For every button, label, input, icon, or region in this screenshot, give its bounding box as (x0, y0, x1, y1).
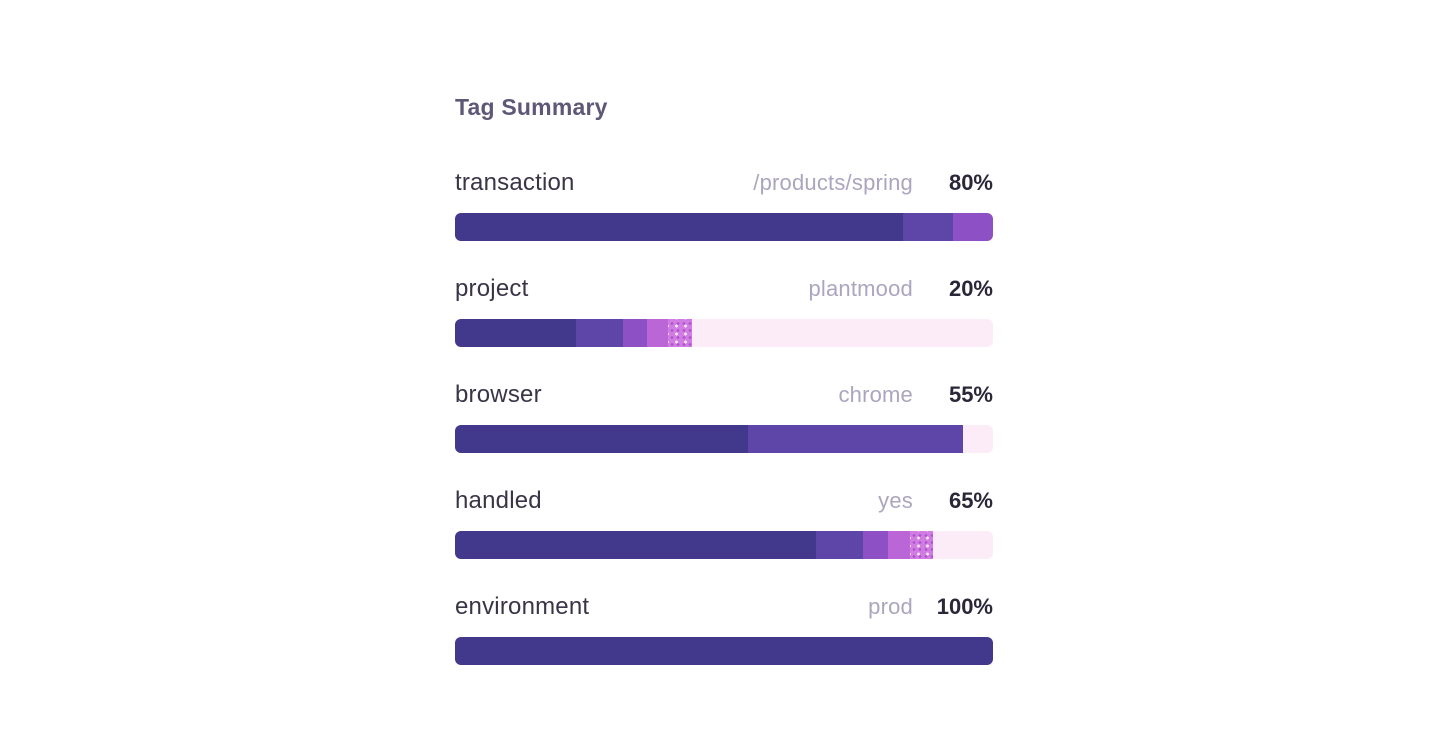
distribution-bar-track (455, 637, 993, 665)
bar-segment (455, 213, 904, 241)
tag-top-value-label: prod (868, 594, 913, 619)
bar-segment-speckle (909, 531, 933, 559)
tag-percent-label: 65% (948, 488, 993, 513)
tag-top-value-label: yes (878, 488, 913, 513)
tag-name-label: browser (455, 381, 542, 408)
tag-row: browser chrome 55% (455, 380, 993, 453)
bar-segment (748, 425, 964, 453)
tag-percent-label: 80% (948, 170, 993, 195)
bar-segment (953, 213, 993, 241)
bar-segment (815, 531, 863, 559)
tag-percent-label: 20% (948, 276, 993, 301)
tag-top-value-label: chrome (838, 382, 913, 407)
bar-segment (862, 531, 888, 559)
tag-name-label: project (455, 275, 529, 302)
tag-row-header: project plantmood 20% (455, 274, 993, 304)
bar-segment (622, 319, 648, 347)
bar-segment (887, 531, 910, 559)
tag-percent-label: 55% (948, 382, 993, 407)
bar-segment (455, 425, 749, 453)
tag-name-label: transaction (455, 169, 575, 196)
tag-summary-panel: Tag Summary transaction /products/spring… (455, 95, 993, 698)
tag-name-label: handled (455, 487, 542, 514)
bar-segment (455, 319, 577, 347)
tag-percent-label: 100% (936, 594, 993, 619)
tag-row: project plantmood 20% (455, 274, 993, 347)
bar-segment (455, 531, 816, 559)
distribution-bar-track (455, 213, 993, 241)
tag-row-header: transaction /products/spring 80% (455, 168, 993, 198)
distribution-bar-track (455, 531, 993, 559)
bar-segment (576, 319, 623, 347)
bar-segment (647, 319, 669, 347)
tag-row-header: handled yes 65% (455, 486, 993, 516)
tag-row: environment prod 100% (455, 592, 993, 665)
tag-top-value-label: /products/spring (753, 170, 913, 195)
bar-segment (455, 637, 993, 665)
tag-row: transaction /products/spring 80% (455, 168, 993, 241)
tag-top-value-label: plantmood (808, 276, 913, 301)
bar-segment-speckle (668, 319, 693, 347)
tag-name-label: environment (455, 593, 590, 620)
tag-row-header: browser chrome 55% (455, 380, 993, 410)
distribution-bar-track (455, 425, 993, 453)
tag-row-header: environment prod 100% (455, 592, 993, 622)
tag-rows-container: transaction /products/spring 80% project… (455, 168, 993, 665)
tag-row: handled yes 65% (455, 486, 993, 559)
distribution-bar-track (455, 319, 993, 347)
panel-title: Tag Summary (455, 94, 608, 120)
bar-segment (903, 213, 954, 241)
